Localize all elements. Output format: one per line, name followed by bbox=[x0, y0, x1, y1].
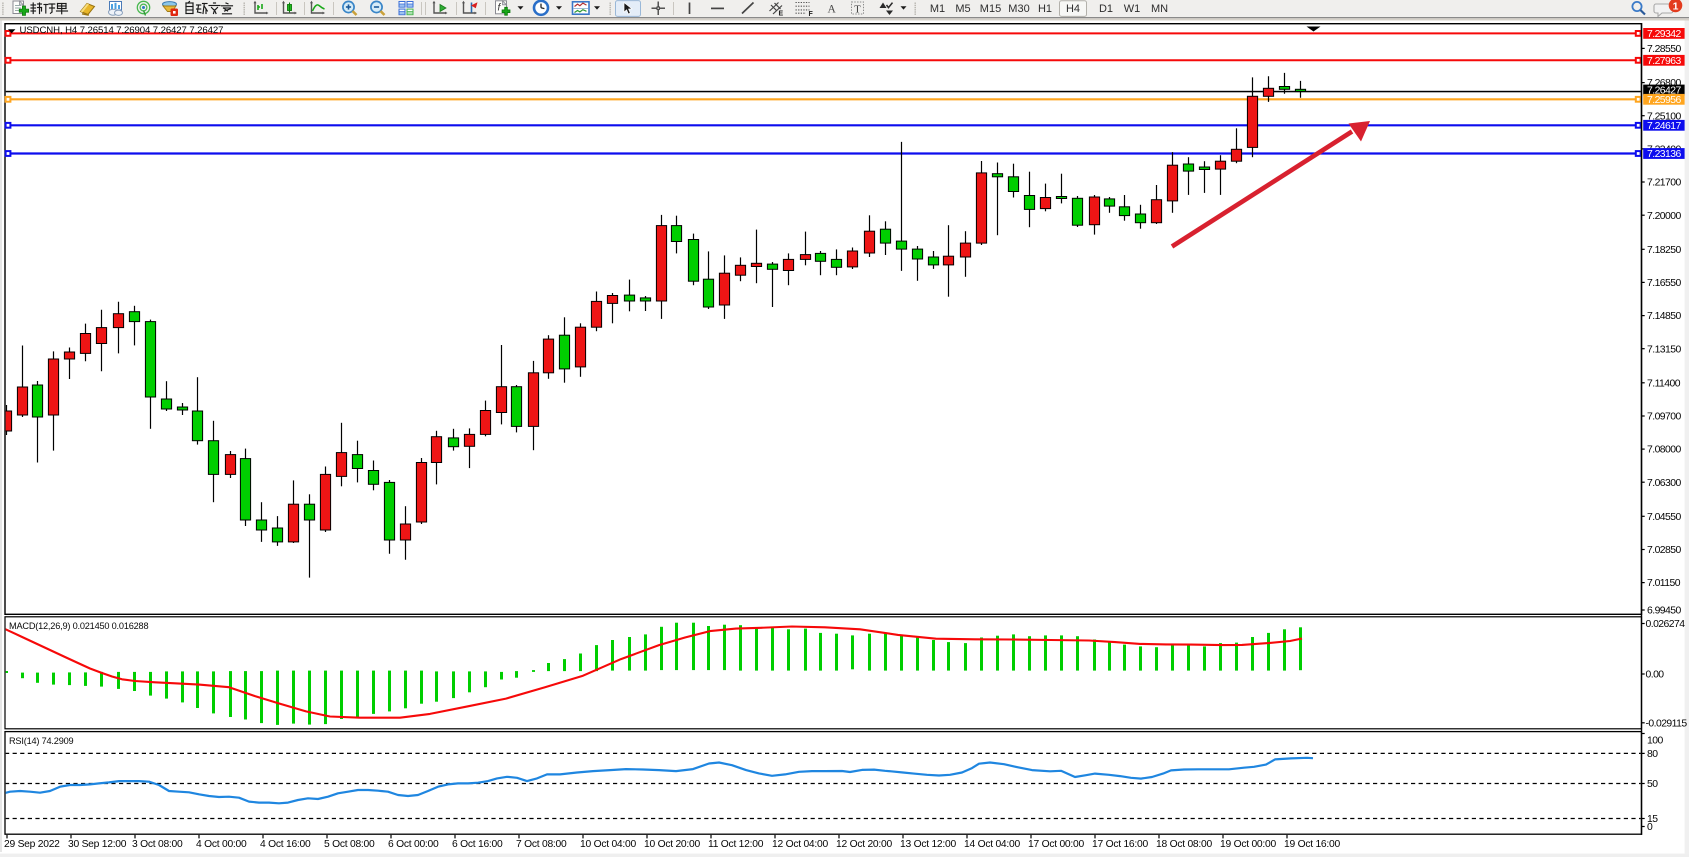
svg-text:7.16550: 7.16550 bbox=[1647, 278, 1681, 289]
svg-text:7.13150: 7.13150 bbox=[1647, 344, 1681, 355]
svg-text:7.25956: 7.25956 bbox=[1647, 95, 1681, 106]
svg-text:7.20000: 7.20000 bbox=[1647, 211, 1681, 222]
svg-text:7.06300: 7.06300 bbox=[1647, 478, 1681, 489]
svg-text:12 Oct 04:00: 12 Oct 04:00 bbox=[772, 839, 828, 850]
svg-text:M1: M1 bbox=[930, 3, 945, 15]
svg-text:30 Sep 12:00: 30 Sep 12:00 bbox=[68, 839, 127, 850]
svg-text:M5: M5 bbox=[955, 3, 970, 15]
svg-text:3 Oct 08:00: 3 Oct 08:00 bbox=[132, 839, 183, 850]
svg-text:M15: M15 bbox=[980, 3, 1001, 15]
svg-text:7.14850: 7.14850 bbox=[1647, 311, 1681, 322]
svg-text:7.18250: 7.18250 bbox=[1647, 245, 1681, 256]
svg-text:T: T bbox=[854, 4, 861, 15]
svg-text:50: 50 bbox=[1647, 779, 1658, 790]
svg-text:E: E bbox=[779, 11, 784, 18]
svg-text:7.29342: 7.29342 bbox=[1647, 29, 1681, 40]
svg-text:19 Oct 16:00: 19 Oct 16:00 bbox=[1284, 839, 1340, 850]
svg-text:M30: M30 bbox=[1008, 3, 1029, 15]
svg-text:29 Sep 2022: 29 Sep 2022 bbox=[4, 839, 60, 850]
svg-text:7.09700: 7.09700 bbox=[1647, 412, 1681, 423]
svg-text:7.28550: 7.28550 bbox=[1647, 44, 1681, 55]
svg-text:6 Oct 00:00: 6 Oct 00:00 bbox=[388, 839, 439, 850]
svg-text:H4: H4 bbox=[1066, 3, 1080, 15]
svg-text:80: 80 bbox=[1647, 749, 1658, 760]
svg-text:6.99450: 6.99450 bbox=[1647, 606, 1681, 617]
svg-text:17 Oct 00:00: 17 Oct 00:00 bbox=[1028, 839, 1084, 850]
svg-text:A: A bbox=[828, 4, 837, 16]
svg-text:10 Oct 04:00: 10 Oct 04:00 bbox=[580, 839, 636, 850]
svg-text:17 Oct 16:00: 17 Oct 16:00 bbox=[1092, 839, 1148, 850]
svg-text:14 Oct 04:00: 14 Oct 04:00 bbox=[964, 839, 1020, 850]
svg-text:4 Oct 16:00: 4 Oct 16:00 bbox=[260, 839, 311, 850]
svg-text:W1: W1 bbox=[1124, 3, 1141, 15]
svg-text:7.26800: 7.26800 bbox=[1647, 78, 1681, 89]
svg-text:7.04550: 7.04550 bbox=[1647, 512, 1681, 523]
svg-text:19 Oct 00:00: 19 Oct 00:00 bbox=[1220, 839, 1276, 850]
svg-text:7.02850: 7.02850 bbox=[1647, 545, 1681, 556]
svg-text:4 Oct 00:00: 4 Oct 00:00 bbox=[196, 839, 247, 850]
svg-text:MACD(12,26,9) 0.021450 0.01628: MACD(12,26,9) 0.021450 0.016288 bbox=[9, 621, 148, 631]
svg-text:H1: H1 bbox=[1038, 3, 1052, 15]
svg-text:7.24617: 7.24617 bbox=[1647, 121, 1681, 132]
svg-text:-0.029115: -0.029115 bbox=[1646, 718, 1688, 729]
svg-text:7.21700: 7.21700 bbox=[1647, 178, 1681, 189]
svg-text:7.01150: 7.01150 bbox=[1647, 578, 1681, 589]
svg-text:18 Oct 08:00: 18 Oct 08:00 bbox=[1156, 839, 1212, 850]
svg-text:100: 100 bbox=[1647, 735, 1663, 746]
svg-text:10 Oct 20:00: 10 Oct 20:00 bbox=[644, 839, 700, 850]
svg-text:7.25100: 7.25100 bbox=[1647, 111, 1681, 122]
svg-text:f: f bbox=[498, 3, 502, 14]
svg-text:0.00: 0.00 bbox=[1646, 670, 1665, 681]
svg-text:7 Oct 08:00: 7 Oct 08:00 bbox=[516, 839, 567, 850]
svg-text:MN: MN bbox=[1151, 3, 1168, 15]
svg-text:0.026274: 0.026274 bbox=[1646, 619, 1686, 630]
svg-text:0: 0 bbox=[1647, 822, 1653, 833]
svg-text:1: 1 bbox=[1673, 0, 1679, 12]
svg-text:5 Oct 08:00: 5 Oct 08:00 bbox=[324, 839, 375, 850]
svg-text:15: 15 bbox=[1647, 814, 1658, 825]
svg-text:11 Oct 12:00: 11 Oct 12:00 bbox=[708, 839, 764, 850]
svg-text:7.23136: 7.23136 bbox=[1647, 149, 1681, 160]
svg-text:USDCNH, H4 7.26514 7.26904 7.: USDCNH, H4 7.26514 7.26904 7.26427 7.264… bbox=[20, 25, 224, 36]
svg-text:6 Oct 16:00: 6 Oct 16:00 bbox=[452, 839, 503, 850]
svg-text:7.11400: 7.11400 bbox=[1647, 378, 1681, 389]
svg-text:D1: D1 bbox=[1099, 3, 1113, 15]
svg-text:12 Oct 20:00: 12 Oct 20:00 bbox=[836, 839, 892, 850]
svg-text:7.26427: 7.26427 bbox=[1647, 86, 1681, 97]
svg-text:13 Oct 12:00: 13 Oct 12:00 bbox=[900, 839, 956, 850]
svg-text:F: F bbox=[809, 11, 814, 17]
svg-text:7.08000: 7.08000 bbox=[1647, 445, 1681, 456]
svg-text:RSI(14) 74.2909: RSI(14) 74.2909 bbox=[9, 736, 74, 746]
svg-text:7.27963: 7.27963 bbox=[1647, 56, 1681, 67]
